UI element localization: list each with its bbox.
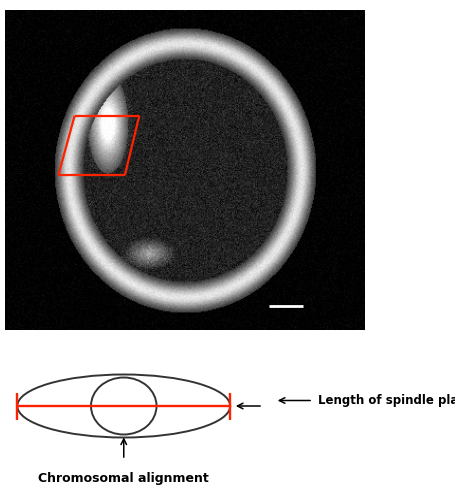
Text: Chromosomal alignment: Chromosomal alignment — [38, 472, 209, 485]
Text: Length of spindle plate: Length of spindle plate — [318, 394, 455, 407]
